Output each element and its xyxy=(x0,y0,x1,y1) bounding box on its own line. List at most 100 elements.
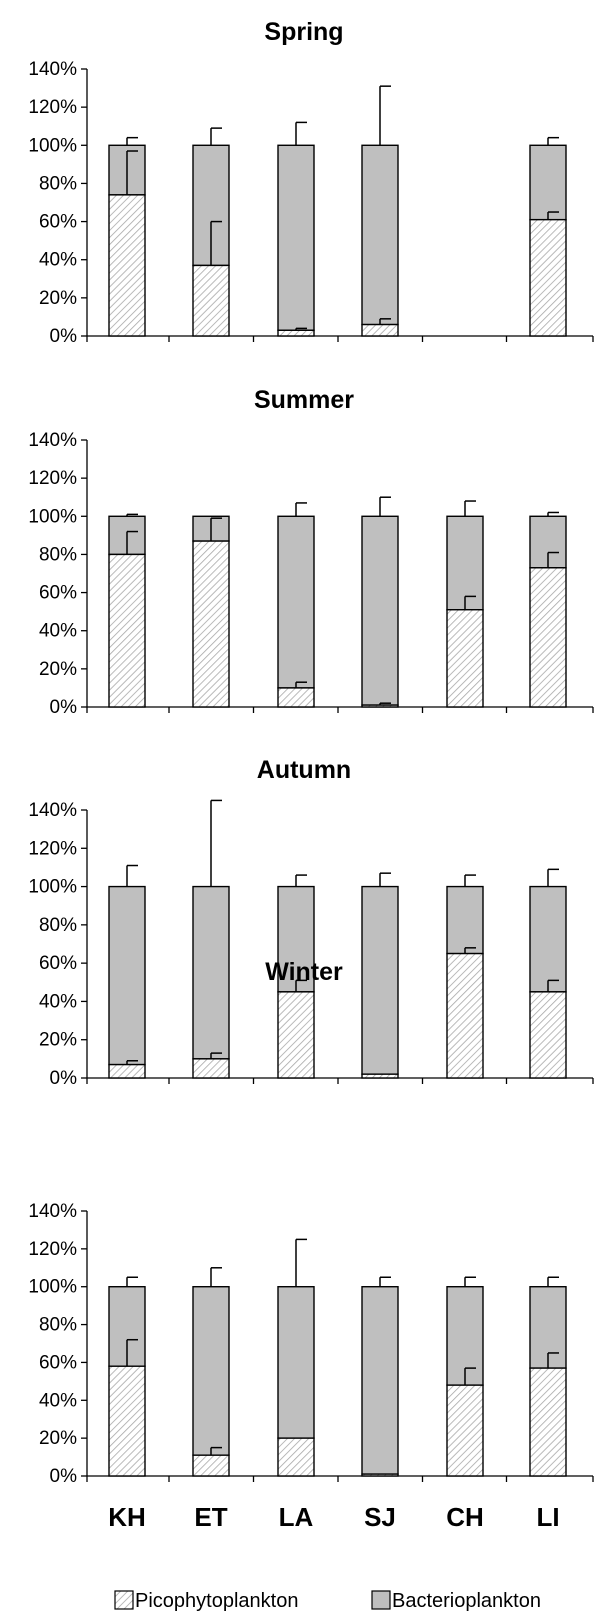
y-tick-label: 80% xyxy=(39,1315,77,1336)
bar-ch xyxy=(446,500,484,708)
chart-panels: Spring 0% 20% 40% 60% 80% 100% 120% 140% Summer 0%… xyxy=(28,18,594,1487)
bar-la xyxy=(277,874,315,1079)
bar-segment-bacterioplankton xyxy=(529,885,567,993)
y-tick-label: 140% xyxy=(28,59,77,80)
bar-segment-picophytoplankton xyxy=(529,218,567,337)
bar-li xyxy=(529,136,567,337)
y-tick-label: 20% xyxy=(39,1030,77,1051)
y-tick-label: 60% xyxy=(39,953,77,974)
y-tick-label: 80% xyxy=(39,915,77,936)
bar-segment-picophytoplankton xyxy=(277,329,315,337)
y-tick-label: 40% xyxy=(39,1390,77,1411)
bar-sj xyxy=(361,872,399,1079)
bar-kh xyxy=(108,513,146,708)
bar-segment-picophytoplankton xyxy=(108,1063,146,1079)
y-tick-label: 60% xyxy=(39,1352,77,1373)
bar-sj xyxy=(361,85,399,337)
category-label-sj: SJ xyxy=(364,1502,396,1532)
y-tick-label: 120% xyxy=(28,1239,77,1260)
bar-la xyxy=(277,502,315,708)
bar-et xyxy=(192,127,230,337)
y-tick-label: 0% xyxy=(50,1466,78,1487)
bar-segment-bacterioplankton xyxy=(361,515,399,706)
bar-segment-picophytoplankton xyxy=(361,1473,399,1477)
bar-segment-picophytoplankton xyxy=(277,1437,315,1477)
y-tick-label: 140% xyxy=(28,430,77,451)
bar-segment-picophytoplankton xyxy=(361,1073,399,1079)
bar-li xyxy=(529,1276,567,1477)
bar-segment-bacterioplankton xyxy=(108,885,146,1066)
bar-segment-picophytoplankton xyxy=(446,609,484,708)
legend: Picophytoplankton Bacterioplankton xyxy=(114,1590,541,1612)
bar-segment-bacterioplankton xyxy=(529,144,567,221)
panel-autumn: Autumn 0% 20% 40% 60% 80% 100% 120% 140% xyxy=(28,756,594,1089)
y-tick-label: 40% xyxy=(39,250,77,271)
y-tick-label: 20% xyxy=(39,1428,77,1449)
bar-sj xyxy=(361,496,399,708)
y-tick-label: 20% xyxy=(39,288,77,309)
bar-kh xyxy=(108,864,146,1079)
bar-ch xyxy=(446,1276,484,1477)
bar-segment-picophytoplankton xyxy=(446,1384,484,1477)
bar-segment-picophytoplankton xyxy=(108,1365,146,1477)
y-tick-label: 60% xyxy=(39,583,77,604)
bar-segment-bacterioplankton xyxy=(192,1286,230,1456)
y-tick-label: 40% xyxy=(39,991,77,1012)
bar-segment-bacterioplankton xyxy=(446,515,484,611)
bar-segment-picophytoplankton xyxy=(192,264,230,337)
legend-swatch-bacterioplankton xyxy=(371,1590,391,1610)
y-tick-label: 120% xyxy=(28,838,77,859)
bar-segment-picophytoplankton xyxy=(529,1367,567,1477)
panel-title: Autumn xyxy=(257,756,351,784)
bar-segment-bacterioplankton xyxy=(446,885,484,955)
bar-segment-picophytoplankton xyxy=(277,687,315,708)
category-label-et: ET xyxy=(194,1502,227,1532)
y-tick-label: 40% xyxy=(39,621,77,642)
bar-la xyxy=(277,1238,315,1477)
category-label-ch: CH xyxy=(446,1502,484,1532)
bar-segment-bacterioplankton xyxy=(361,885,399,1075)
y-tick-label: 0% xyxy=(50,326,78,347)
category-label-li: LI xyxy=(536,1502,559,1532)
bar-segment-bacterioplankton xyxy=(277,515,315,689)
panel-title: Winter xyxy=(265,958,343,986)
panel-title: Summer xyxy=(254,386,354,414)
bar-segment-picophytoplankton xyxy=(108,194,146,337)
bar-segment-picophytoplankton xyxy=(529,567,567,708)
panel-winter: Winter 0% 20% 40% 60% 80% 100% 120% 140% xyxy=(28,958,594,1487)
panel-summer: Summer 0% 20% 40% 60% 80% 100% 120% 140% xyxy=(28,386,594,718)
bar-segment-bacterioplankton xyxy=(277,885,315,993)
bar-segment-picophytoplankton xyxy=(361,704,399,708)
bar-li xyxy=(529,511,567,708)
bar-et xyxy=(192,799,230,1079)
bar-ch xyxy=(446,874,484,1079)
bar-segment-picophytoplankton xyxy=(108,553,146,708)
bar-sj xyxy=(361,1276,399,1477)
y-tick-label: 120% xyxy=(28,97,77,118)
bar-kh xyxy=(108,136,146,337)
bar-et xyxy=(192,1267,230,1477)
legend-label-bacterioplankton: Bacterioplankton xyxy=(392,1590,541,1612)
y-tick-label: 140% xyxy=(28,1201,77,1222)
panel-spring: Spring 0% 20% 40% 60% 80% 100% 120% 140% xyxy=(28,18,594,347)
y-tick-label: 140% xyxy=(28,800,77,821)
bar-segment-picophytoplankton xyxy=(446,952,484,1079)
bar-li xyxy=(529,868,567,1079)
y-tick-label: 80% xyxy=(39,173,77,194)
bar-segment-picophytoplankton xyxy=(529,991,567,1079)
bar-segment-bacterioplankton xyxy=(277,1286,315,1439)
bar-segment-picophytoplankton xyxy=(192,540,230,708)
y-tick-label: 60% xyxy=(39,212,77,233)
y-tick-label: 100% xyxy=(28,1277,77,1298)
bar-segment-picophytoplankton xyxy=(192,1454,230,1477)
y-tick-label: 20% xyxy=(39,659,77,680)
bar-la xyxy=(277,121,315,337)
y-tick-label: 100% xyxy=(28,877,77,898)
bar-et xyxy=(192,515,230,708)
category-label-kh: KH xyxy=(108,1502,146,1532)
bar-segment-bacterioplankton xyxy=(192,885,230,1060)
legend-swatch-picophytoplankton xyxy=(114,1590,134,1610)
bar-segment-picophytoplankton xyxy=(361,323,399,337)
panel-title: Spring xyxy=(264,18,343,46)
